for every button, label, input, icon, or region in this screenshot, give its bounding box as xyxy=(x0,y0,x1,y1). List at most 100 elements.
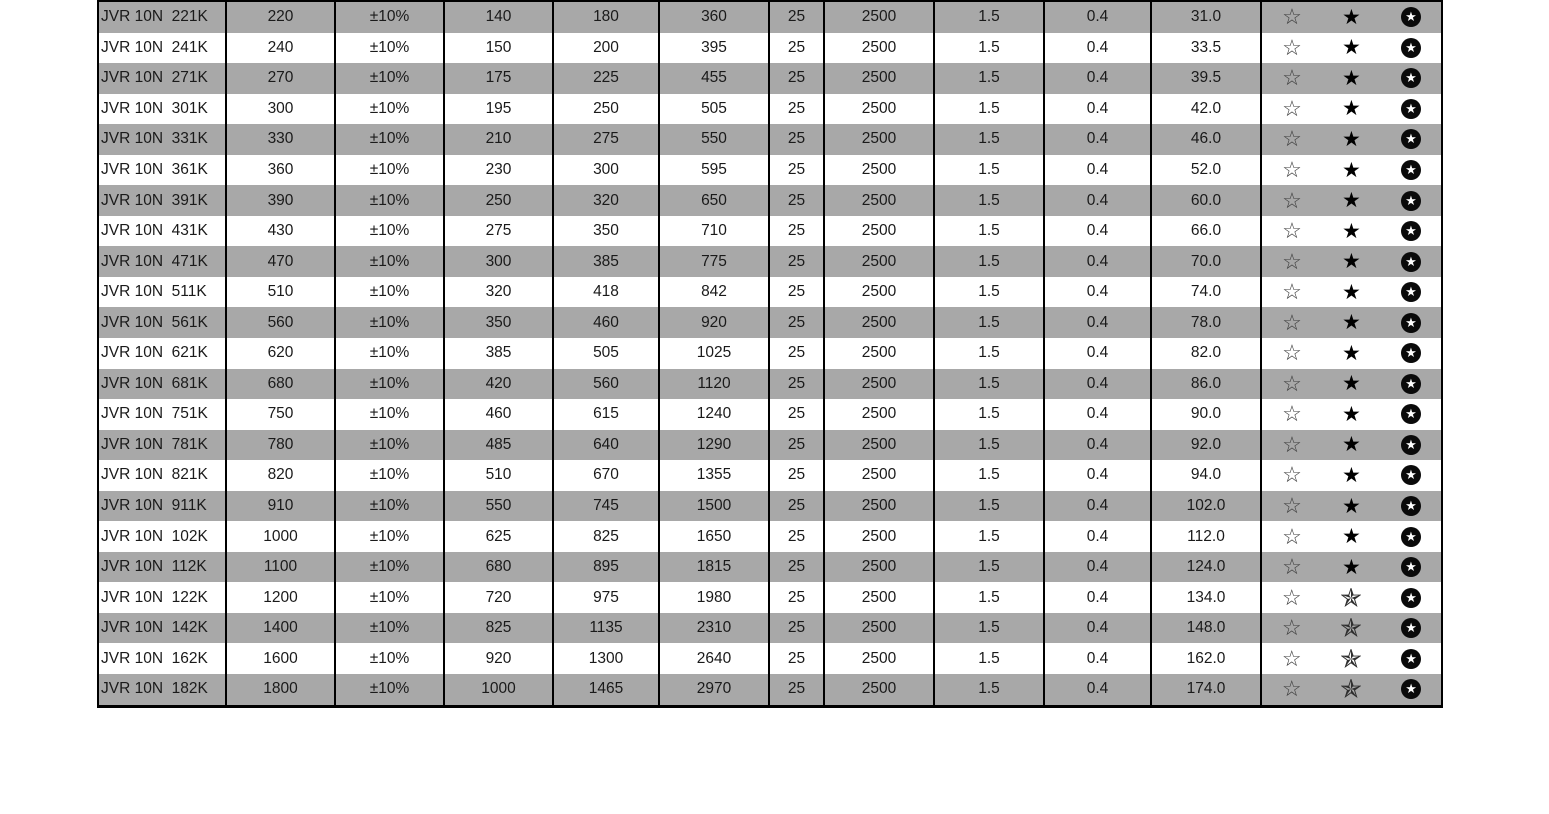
value-cell: 2500 xyxy=(823,63,934,94)
value-cell: ±10% xyxy=(334,276,444,308)
value-cell: 300 xyxy=(552,154,659,186)
part-number-cell: JVR 10N 112K xyxy=(97,551,226,583)
value-cell: 1100 xyxy=(225,551,335,583)
value-cell: 1650 xyxy=(658,521,769,552)
circled-star-icon: ★ xyxy=(1400,404,1421,425)
outline-star-icon: ☆ xyxy=(1282,126,1302,152)
value-cell: 175 xyxy=(443,63,553,94)
value-cell: 1.5 xyxy=(933,307,1044,339)
filled-star-icon: ★ xyxy=(1341,433,1361,457)
value-cell: 2500 xyxy=(823,399,934,430)
value-cell: 275 xyxy=(443,215,553,247)
circled-star-icon: ★ xyxy=(1400,7,1421,28)
stars-cell: ☆ ★ ★ xyxy=(1260,185,1442,216)
value-cell: ±10% xyxy=(334,674,444,707)
value-cell: ±10% xyxy=(334,185,444,216)
part-number-cell: JVR 10N 911K xyxy=(97,490,226,522)
value-cell: ±10% xyxy=(334,399,444,430)
part-number-cell: JVR 10N 271K xyxy=(97,63,226,94)
value-cell: 25 xyxy=(768,1,824,33)
circled-star-icon: ★ xyxy=(1400,343,1421,364)
stars-cell: ☆ ★ xyxy=(1260,674,1442,707)
value-cell: ±10% xyxy=(334,582,444,613)
value-cell: 195 xyxy=(443,93,553,125)
table-row: JVR 10N 781K 780 ±10% 485 640 1290 25 2500 1.5 0.… xyxy=(97,429,1442,461)
value-cell: 505 xyxy=(658,93,769,125)
value-cell: 2500 xyxy=(823,246,934,277)
value-cell: ±10% xyxy=(334,215,444,247)
value-cell: 2500 xyxy=(823,582,934,613)
value-cell: 2500 xyxy=(823,124,934,155)
circled-star-icon: ★ xyxy=(1400,465,1421,486)
circled-star-icon: ★ xyxy=(1400,282,1421,303)
value-cell: 1.5 xyxy=(933,429,1044,461)
filled-star-icon: ★ xyxy=(1341,97,1361,121)
outline-star-icon: ☆ xyxy=(1282,401,1302,427)
value-cell: 25 xyxy=(768,63,824,94)
stars-cell: ☆ ★ ★ xyxy=(1260,551,1442,583)
value-cell: 615 xyxy=(552,399,659,430)
value-cell: 1.5 xyxy=(933,276,1044,308)
value-cell: 1815 xyxy=(658,551,769,583)
value-cell: 1300 xyxy=(552,643,659,675)
stars-cell: ☆ ★ ★ xyxy=(1260,276,1442,308)
table-row: JVR 10N 471K 470 ±10% 300 385 775 25 2500 1.5 0.4… xyxy=(97,246,1442,277)
outline-star-icon: ☆ xyxy=(1282,157,1302,182)
value-cell: 710 xyxy=(658,215,769,247)
value-cell: 510 xyxy=(225,276,335,308)
value-cell: 94.0 xyxy=(1150,460,1261,491)
value-cell: 720 xyxy=(443,582,553,613)
value-cell: 385 xyxy=(443,338,553,369)
table-row: JVR 10N 681K 680 ±10% 420 560 1120 25 2500 1.5 0.… xyxy=(97,368,1442,400)
value-cell: 595 xyxy=(658,154,769,186)
value-cell: 625 xyxy=(443,521,553,552)
value-cell: 220 xyxy=(225,1,335,33)
stars-cell: ☆ ★ ★ xyxy=(1260,154,1442,186)
table-row: JVR 10N 331K 330 ±10% 210 275 550 25 2500 1.5 0.4… xyxy=(97,124,1442,155)
value-cell: 90.0 xyxy=(1150,399,1261,430)
value-cell: 25 xyxy=(768,582,824,613)
pinwheel-star-icon xyxy=(1341,648,1362,668)
value-cell: 180 xyxy=(552,1,659,33)
value-cell: 112.0 xyxy=(1150,521,1261,552)
outline-star-icon: ☆ xyxy=(1282,65,1302,91)
value-cell: 250 xyxy=(552,93,659,125)
filled-star-icon: ★ xyxy=(1341,341,1361,365)
value-cell: 1.5 xyxy=(933,674,1044,707)
stars-cell: ☆ ★ ★ xyxy=(1260,338,1442,369)
value-cell: 0.4 xyxy=(1043,399,1151,430)
value-cell: 42.0 xyxy=(1150,93,1261,125)
part-number-cell: JVR 10N 331K xyxy=(97,124,226,155)
value-cell: 470 xyxy=(225,246,335,277)
value-cell: 0.4 xyxy=(1043,338,1151,369)
value-cell: 460 xyxy=(552,307,659,339)
value-cell: 1.5 xyxy=(933,521,1044,552)
filled-star-icon: ★ xyxy=(1341,494,1361,518)
filled-star-icon: ★ xyxy=(1341,250,1361,274)
circled-star-icon: ★ xyxy=(1400,190,1421,211)
value-cell: 0.4 xyxy=(1043,32,1151,64)
filled-star-icon: ★ xyxy=(1341,36,1361,60)
value-cell: 2500 xyxy=(823,307,934,339)
circled-star-icon: ★ xyxy=(1401,587,1422,608)
value-cell: 550 xyxy=(443,490,553,522)
value-cell: 0.4 xyxy=(1043,551,1151,583)
value-cell: ±10% xyxy=(334,124,444,155)
part-number-cell: JVR 10N 361K xyxy=(97,154,226,186)
value-cell: ±10% xyxy=(334,1,444,33)
value-cell: 1.5 xyxy=(933,32,1044,64)
circled-star-icon: ★ xyxy=(1400,68,1421,89)
outline-star-icon: ☆ xyxy=(1282,370,1302,396)
value-cell: 25 xyxy=(768,154,824,186)
value-cell: 0.4 xyxy=(1043,521,1151,552)
value-cell: 0.4 xyxy=(1043,1,1151,33)
part-number-cell: JVR 10N 241K xyxy=(97,32,226,64)
stars-cell: ☆ ★ ★ xyxy=(1260,429,1442,461)
value-cell: ±10% xyxy=(334,368,444,400)
filled-star-icon: ★ xyxy=(1341,280,1361,304)
outline-star-icon: ☆ xyxy=(1282,218,1302,244)
value-cell: 920 xyxy=(658,307,769,339)
part-number-cell: JVR 10N 431K xyxy=(97,215,226,247)
value-cell: 1980 xyxy=(658,582,769,613)
value-cell: 25 xyxy=(768,307,824,339)
